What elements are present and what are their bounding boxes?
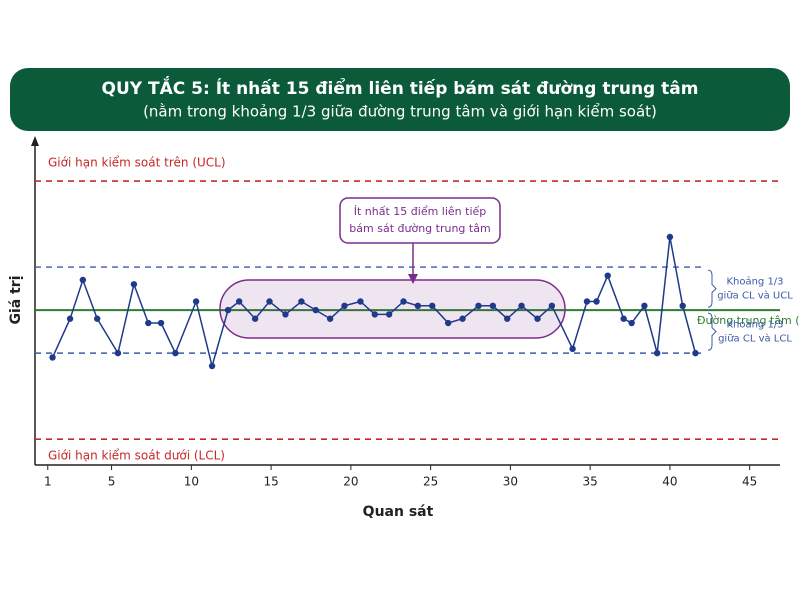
data-point <box>371 311 378 318</box>
x-tick-label: 30 <box>503 475 518 489</box>
data-point <box>504 315 511 322</box>
data-point <box>357 298 364 305</box>
data-point <box>312 306 319 314</box>
data-point <box>49 354 56 361</box>
data-point <box>679 302 686 310</box>
data-point <box>444 319 452 327</box>
data-point <box>341 302 348 310</box>
data-point <box>628 319 635 327</box>
data-point <box>666 233 674 241</box>
data-point <box>94 315 101 322</box>
callout-text: Ít nhất 15 điểm liên tiếp bám sát đường t… <box>349 205 490 235</box>
callout-box <box>339 197 501 244</box>
zone-brace <box>707 269 717 308</box>
data-point <box>282 311 289 318</box>
zone-label: Khoảng 1/3 giữa CL và LCL <box>718 319 792 345</box>
data-point <box>604 272 611 279</box>
data-point <box>620 315 627 322</box>
zone-label-line: giữa CL và UCL <box>717 290 793 302</box>
data-point <box>653 349 661 357</box>
data-point <box>172 349 179 357</box>
zone-brace <box>707 312 717 351</box>
x-tick-label: 10 <box>184 475 199 489</box>
data-point <box>157 319 165 327</box>
limit-label: Đường trung tâm (CL) <box>697 314 800 327</box>
x-tick-label: 1 <box>44 475 52 489</box>
x-tick-label: 40 <box>662 475 677 489</box>
data-point <box>145 319 152 327</box>
x-axis-label: Quan sát <box>363 504 434 520</box>
zone-label-line: Khoảng 1/3 <box>726 319 783 331</box>
data-point <box>534 315 541 322</box>
data-point <box>385 311 393 318</box>
x-tick-label: 45 <box>742 475 757 489</box>
chart-title: QUY TẮC 5: Ít nhất 15 điểm liên tiếp bám… <box>102 75 699 99</box>
data-point <box>251 315 259 322</box>
data-point <box>548 302 556 310</box>
data-point <box>130 281 138 288</box>
x-tick-label: 20 <box>343 475 358 489</box>
highlight-region <box>219 279 566 339</box>
y-axis-arrow <box>31 136 39 146</box>
x-tick-label: 35 <box>583 475 598 489</box>
data-point <box>266 298 273 305</box>
limit-label: Giới hạn kiểm soát trên (UCL) <box>48 156 226 170</box>
header-box <box>10 68 790 131</box>
data-point <box>459 315 466 322</box>
callout-arrowhead <box>408 274 418 284</box>
data-point <box>583 298 591 305</box>
callout-line: bám sát đường trung tâm <box>349 222 490 235</box>
data-point <box>414 302 422 310</box>
data-point <box>400 298 407 305</box>
data-point <box>326 315 334 322</box>
data-point <box>475 302 482 310</box>
callout-line: Ít nhất 15 điểm liên tiếp <box>354 205 487 218</box>
x-tick-label: 5 <box>108 475 116 489</box>
data-point <box>692 349 699 357</box>
data-point <box>208 362 216 370</box>
data-point <box>298 298 305 305</box>
data-point <box>429 302 436 310</box>
limit-label: Giới hạn kiểm soát dưới (LCL) <box>48 449 225 463</box>
zone-label-line: Khoảng 1/3 <box>726 276 783 288</box>
x-tick-label: 25 <box>423 475 438 489</box>
x-tick-label: 15 <box>263 475 278 489</box>
data-point <box>114 349 122 357</box>
data-point <box>489 302 497 310</box>
zone-label: Khoảng 1/3 giữa CL và UCL <box>717 276 793 302</box>
data-point <box>641 302 648 310</box>
data-point <box>569 345 576 353</box>
y-axis-label: Giá trị <box>8 275 24 324</box>
data-point <box>518 302 525 310</box>
data-point <box>79 276 87 284</box>
chart-subtitle: (nằm trong khoảng 1/3 giữa đường trung t… <box>143 103 657 121</box>
data-point <box>66 315 74 322</box>
data-point <box>224 306 232 314</box>
data-point <box>235 298 243 305</box>
data-point <box>593 298 600 305</box>
data-point <box>192 298 200 305</box>
zone-label-line: giữa CL và LCL <box>718 333 792 345</box>
